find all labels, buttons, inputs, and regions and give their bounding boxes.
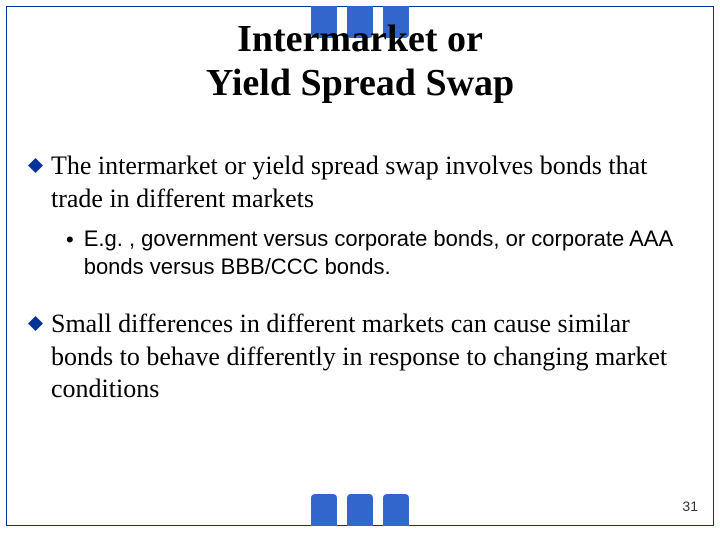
diamond-bullet-icon bbox=[28, 158, 43, 173]
bullet-item-2: Small differences in different markets c… bbox=[28, 308, 692, 406]
bar-icon bbox=[347, 494, 373, 526]
title-line-1: Intermarket or bbox=[0, 18, 720, 62]
slide-content: The intermarket or yield spread swap inv… bbox=[28, 150, 692, 416]
diamond-bullet-icon bbox=[28, 316, 43, 331]
dot-bullet-icon: • bbox=[66, 227, 74, 253]
page-number: 31 bbox=[682, 498, 698, 514]
bottom-decorative-bars bbox=[311, 494, 409, 526]
title-line-2: Yield Spread Swap bbox=[0, 62, 720, 106]
bullet-text-2: Small differences in different markets c… bbox=[51, 308, 692, 406]
sub-bullet-text-1: E.g. , government versus corporate bonds… bbox=[84, 225, 692, 280]
slide-title: Intermarket or Yield Spread Swap bbox=[0, 18, 720, 105]
sub-bullet-item-1: • E.g. , government versus corporate bon… bbox=[66, 225, 692, 280]
bar-icon bbox=[311, 494, 337, 526]
bullet-item-1: The intermarket or yield spread swap inv… bbox=[28, 150, 692, 215]
bar-icon bbox=[383, 494, 409, 526]
bullet-text-1: The intermarket or yield spread swap inv… bbox=[51, 150, 692, 215]
